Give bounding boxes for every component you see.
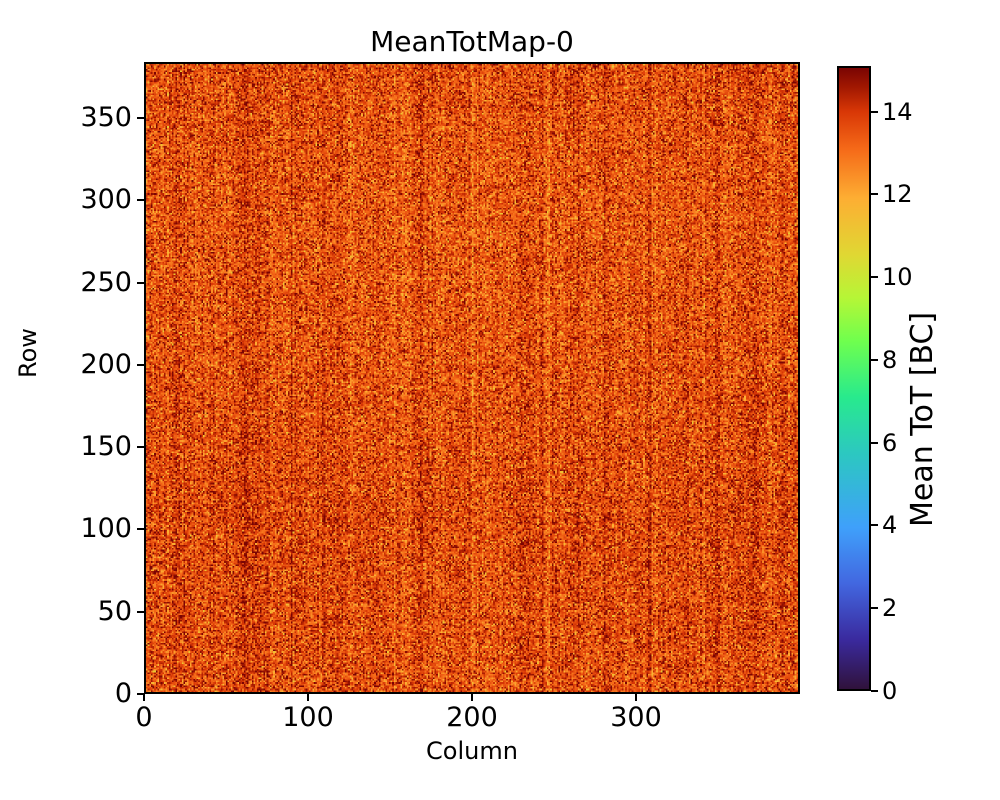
y-tick-label: 50	[97, 595, 132, 627]
colorbar-tick-mark	[871, 607, 878, 610]
colorbar	[837, 66, 871, 691]
y-tick-label: 300	[80, 184, 132, 216]
heatmap-image	[146, 64, 798, 692]
colorbar-tick-label: 2	[882, 594, 898, 623]
colorbar-tick-mark	[871, 193, 878, 196]
chart-title: MeanTotMap-0	[370, 25, 574, 58]
y-tick-label: 0	[114, 678, 132, 709]
y-tick-label: 200	[80, 348, 132, 380]
y-tick-mark	[137, 281, 144, 284]
y-tick-mark	[137, 116, 144, 119]
y-tick-mark	[137, 610, 144, 613]
y-tick-label: 100	[80, 513, 132, 545]
x-tick-mark	[471, 694, 473, 701]
colorbar-tick-mark	[871, 441, 878, 444]
x-tick-label: 100	[282, 702, 334, 733]
colorbar-tick-mark	[871, 276, 878, 279]
colorbar-tick-label: 0	[882, 677, 898, 705]
y-tick-mark	[137, 446, 144, 449]
y-tick-label: 250	[80, 266, 132, 298]
x-tick-mark	[143, 694, 145, 701]
x-tick-mark	[307, 694, 309, 701]
x-tick-mark	[635, 694, 637, 701]
heatmap-axes	[144, 62, 800, 694]
y-tick-mark	[137, 693, 144, 695]
colorbar-tick-mark	[871, 524, 878, 527]
x-axis-label: Column	[426, 737, 518, 765]
colorbar-tick-label: 4	[882, 511, 898, 540]
x-tick-label: 200	[446, 702, 498, 733]
y-tick-label: 150	[80, 431, 132, 463]
colorbar-label: Mean ToT [BC]	[905, 311, 940, 527]
colorbar-tick-mark	[871, 358, 878, 361]
y-tick-mark	[137, 363, 144, 366]
colorbar-tick-label: 10	[882, 263, 913, 292]
colorbar-tick-mark	[871, 110, 878, 113]
y-axis-label: Row	[14, 328, 42, 378]
colorbar-tick-label: 14	[882, 97, 913, 126]
colorbar-tick-label: 12	[882, 180, 913, 209]
x-tick-label: 300	[610, 702, 662, 733]
colorbar-tick-mark	[871, 690, 878, 692]
colorbar-tick-label: 8	[882, 345, 898, 374]
colorbar-tick-label: 6	[882, 428, 898, 457]
y-tick-mark	[137, 528, 144, 531]
x-tick-label: 0	[135, 702, 153, 733]
y-tick-mark	[137, 199, 144, 202]
y-tick-label: 350	[80, 101, 132, 133]
